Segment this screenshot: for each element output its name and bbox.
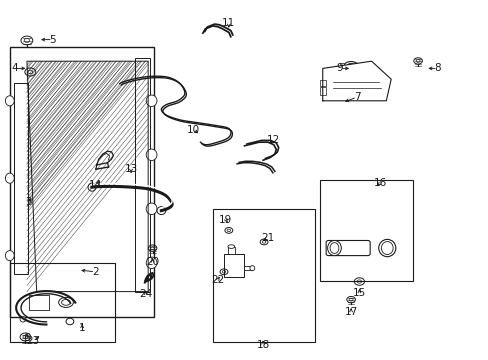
Ellipse shape [378,239,395,257]
Bar [10,47,154,317]
Ellipse shape [61,300,70,305]
Polygon shape [322,61,390,101]
Text: 21: 21 [261,233,274,243]
Ellipse shape [146,149,157,161]
Text: 4: 4 [11,63,18,73]
Bar [14,83,28,274]
Bar [227,247,234,254]
Bar [135,58,150,292]
Bar [224,254,244,277]
Text: 18: 18 [256,340,269,350]
Text: 20: 20 [146,257,159,267]
Ellipse shape [146,95,157,107]
Bar [10,263,115,342]
Text: 16: 16 [373,178,386,188]
Text: 9: 9 [336,63,343,73]
Text: 8: 8 [433,63,440,73]
Text: 2: 2 [92,267,99,277]
Polygon shape [97,151,113,165]
Text: 5: 5 [49,35,56,45]
Text: 13: 13 [124,164,138,174]
Ellipse shape [5,173,14,183]
Ellipse shape [157,207,165,215]
Text: 15: 15 [352,288,366,298]
Ellipse shape [88,183,96,191]
Ellipse shape [346,63,354,68]
Bar [357,63,361,68]
Ellipse shape [344,62,357,69]
Ellipse shape [329,243,338,253]
Text: 23: 23 [26,336,40,346]
Text: 22: 22 [210,275,224,285]
Text: 14: 14 [88,180,102,190]
Text: 17: 17 [344,307,357,318]
Bar [244,266,252,270]
Ellipse shape [327,240,341,256]
Text: 11: 11 [222,18,235,28]
Bar [320,87,325,95]
Ellipse shape [249,266,254,271]
Text: 12: 12 [266,135,280,145]
Text: 6: 6 [23,333,30,343]
Text: 1: 1 [79,323,85,333]
FancyBboxPatch shape [325,240,369,256]
Ellipse shape [5,96,14,106]
Ellipse shape [5,251,14,261]
Text: 10: 10 [186,125,199,135]
Ellipse shape [59,297,73,307]
Ellipse shape [66,318,74,325]
Text: 24: 24 [139,289,152,300]
Bar [340,63,344,68]
Text: 3: 3 [25,197,32,207]
Ellipse shape [20,317,26,322]
Ellipse shape [146,203,157,215]
Bar [212,209,315,342]
Ellipse shape [227,245,234,248]
Text: 19: 19 [219,215,232,225]
Bar [320,80,325,86]
Ellipse shape [146,257,157,269]
Ellipse shape [381,242,392,255]
Text: 7: 7 [353,92,360,102]
Bar [320,180,412,281]
Bar [29,295,49,310]
